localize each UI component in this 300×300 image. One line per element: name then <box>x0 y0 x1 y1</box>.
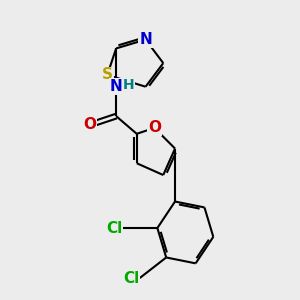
Text: Cl: Cl <box>123 271 140 286</box>
Text: O: O <box>83 118 96 133</box>
Text: O: O <box>148 120 161 135</box>
Text: H: H <box>123 78 134 92</box>
Text: Cl: Cl <box>106 220 122 236</box>
Text: N: N <box>110 79 122 94</box>
Text: N: N <box>139 32 152 47</box>
Text: S: S <box>102 68 113 82</box>
